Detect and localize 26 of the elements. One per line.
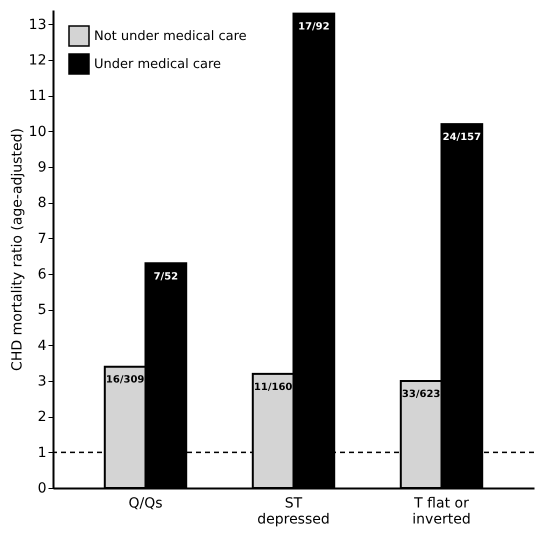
y-tick-label: 5 bbox=[38, 302, 46, 318]
y-tick-label: 3 bbox=[38, 373, 46, 390]
legend-label: Not under medical care bbox=[94, 29, 247, 44]
y-tick-label: 12 bbox=[28, 52, 46, 68]
y-tick-label: 2 bbox=[38, 409, 46, 426]
y-tick-label: 8 bbox=[38, 195, 46, 212]
data-label: 11/160 bbox=[254, 382, 292, 393]
x-tick-label: Q/Qs bbox=[128, 496, 163, 512]
y-axis-title: CHD mortality ratio (age-adjusted) bbox=[10, 128, 26, 371]
y-tick-label: 6 bbox=[38, 266, 47, 282]
legend-label: Under medical care bbox=[94, 57, 222, 72]
data-label: 16/309 bbox=[106, 374, 144, 386]
y-tick-label: 10 bbox=[28, 124, 46, 140]
y-tick-label: 4 bbox=[38, 338, 47, 354]
y-tick-label: 13 bbox=[28, 16, 46, 33]
x-tick-label: ST depressed bbox=[257, 496, 330, 528]
data-label: 7/52 bbox=[154, 271, 178, 282]
y-tick-label: 9 bbox=[38, 159, 46, 176]
y-tick-label: 11 bbox=[28, 88, 46, 104]
y-tick-label: 0 bbox=[38, 480, 46, 496]
data-label: 17/92 bbox=[298, 22, 330, 33]
data-label: 33/623 bbox=[402, 388, 440, 400]
y-tick-label: 7 bbox=[38, 230, 46, 247]
data-label: 24/157 bbox=[442, 132, 482, 144]
x-tick-label: T flat or inverted bbox=[412, 496, 471, 528]
y-tick-label: 1 bbox=[38, 444, 46, 461]
